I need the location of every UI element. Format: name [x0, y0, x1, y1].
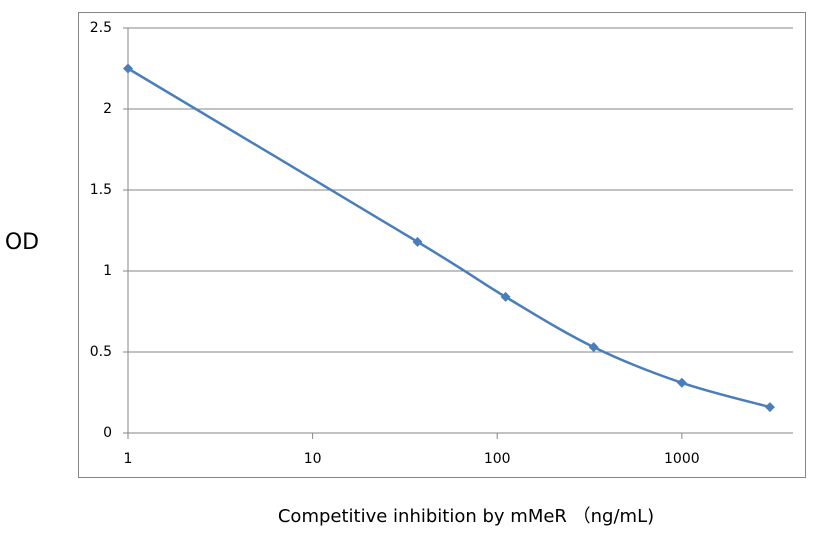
data-point: [500, 291, 511, 302]
data-point: [412, 236, 423, 247]
x-tick-label: 1000: [664, 451, 700, 467]
x-axis-title: Competitive inhibition by mMeR （ng/mL): [278, 506, 654, 527]
data-point: [588, 342, 599, 353]
data-point: [676, 377, 687, 388]
y-tick-label: 0.5: [90, 344, 112, 360]
chart-frame: [78, 12, 806, 478]
data-point: [123, 63, 133, 74]
data-point: [764, 402, 775, 413]
y-tick-label: 1.5: [90, 182, 112, 198]
y-axis-title: OD: [5, 230, 39, 255]
y-tick-label: 2: [103, 101, 112, 117]
y-tick-label: 1: [103, 263, 112, 279]
x-tick-label: 10: [304, 451, 322, 467]
y-tick-label: 0: [103, 425, 112, 441]
x-tick-label: 100: [484, 451, 511, 467]
y-tick-label: 2.5: [90, 20, 112, 36]
x-tick-label: 1: [124, 451, 133, 467]
